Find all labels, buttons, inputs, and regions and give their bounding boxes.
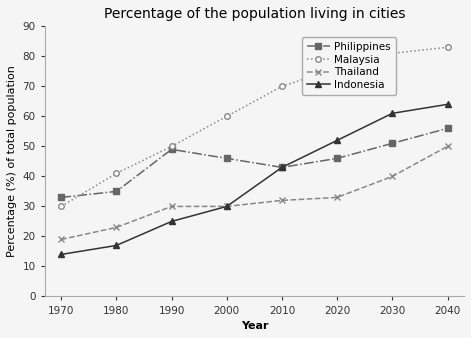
- Philippines: [445, 126, 450, 130]
- Legend: Philippines, Malaysia, Thailand, Indonesia: Philippines, Malaysia, Thailand, Indones…: [301, 37, 396, 95]
- X-axis label: Year: Year: [241, 321, 268, 331]
- Line: Malaysia: Malaysia: [58, 45, 450, 209]
- Thailand: [279, 198, 285, 202]
- Thailand: [445, 144, 450, 148]
- Thailand: [114, 225, 119, 230]
- Indonesia: [58, 252, 64, 257]
- Malaysia: [390, 51, 395, 55]
- Line: Indonesia: Indonesia: [58, 101, 450, 257]
- Thailand: [58, 237, 64, 241]
- Title: Percentage of the population living in cities: Percentage of the population living in c…: [104, 7, 405, 21]
- Indonesia: [334, 138, 340, 142]
- Indonesia: [445, 102, 450, 106]
- Indonesia: [390, 111, 395, 115]
- Line: Thailand: Thailand: [58, 143, 451, 243]
- Malaysia: [334, 66, 340, 70]
- Indonesia: [169, 219, 174, 223]
- Philippines: [279, 165, 285, 169]
- Philippines: [58, 195, 64, 199]
- Y-axis label: Percentage (%) of total population: Percentage (%) of total population: [7, 66, 17, 257]
- Malaysia: [279, 84, 285, 88]
- Indonesia: [224, 204, 229, 209]
- Philippines: [224, 156, 229, 161]
- Malaysia: [169, 144, 174, 148]
- Thailand: [224, 204, 229, 209]
- Philippines: [169, 147, 174, 151]
- Indonesia: [114, 243, 119, 247]
- Malaysia: [445, 45, 450, 49]
- Philippines: [334, 156, 340, 161]
- Thailand: [334, 195, 340, 199]
- Malaysia: [114, 171, 119, 175]
- Philippines: [390, 141, 395, 145]
- Indonesia: [279, 165, 285, 169]
- Thailand: [390, 174, 395, 178]
- Philippines: [114, 189, 119, 193]
- Malaysia: [224, 114, 229, 118]
- Thailand: [169, 204, 174, 209]
- Malaysia: [58, 204, 64, 209]
- Line: Philippines: Philippines: [58, 126, 450, 200]
